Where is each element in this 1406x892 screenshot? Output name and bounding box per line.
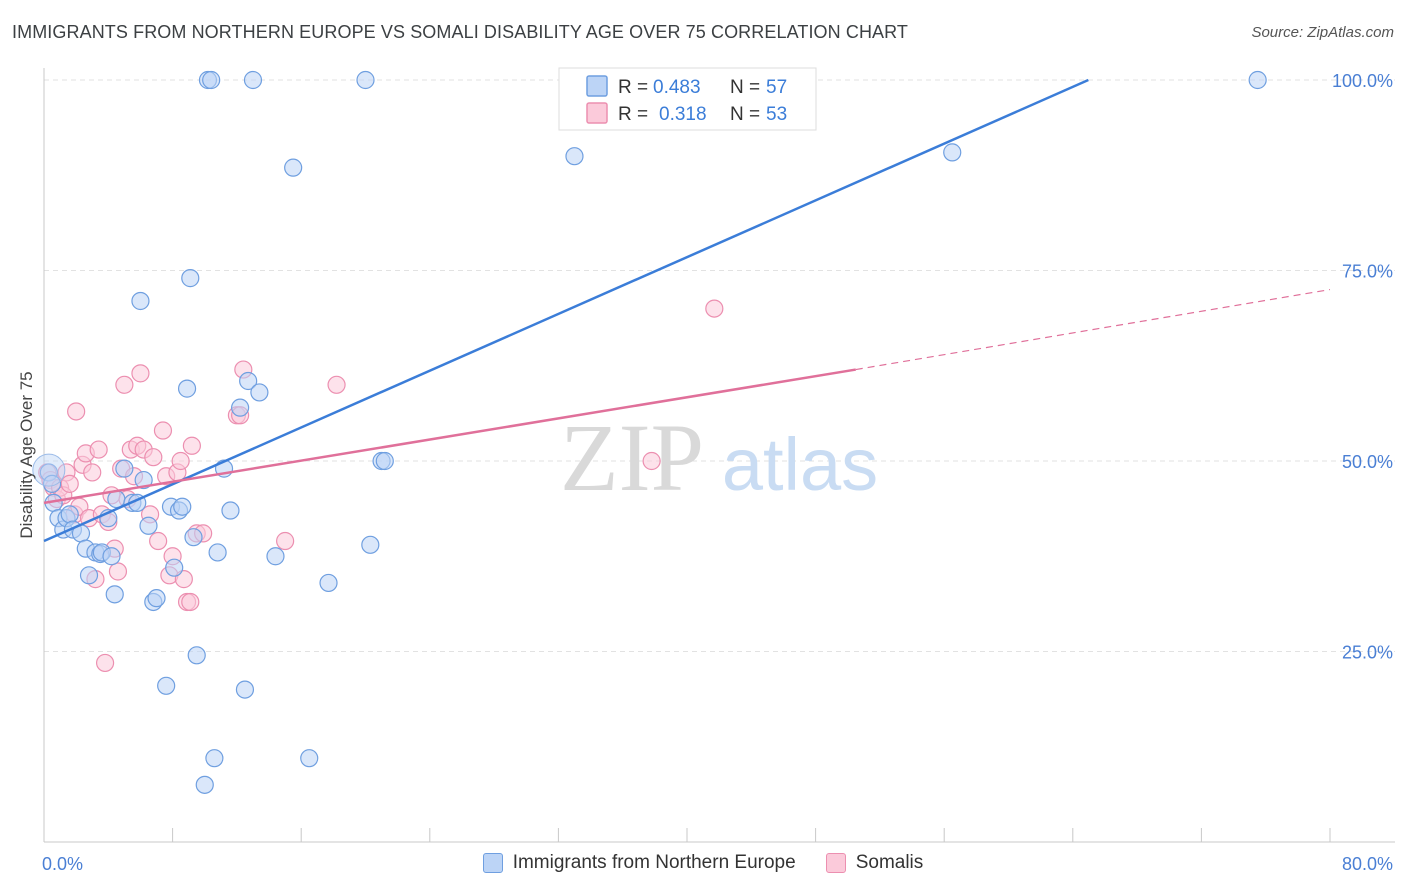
watermark: ZIP atlas bbox=[560, 404, 878, 511]
legend-item-northern-europe[interactable]: Immigrants from Northern Europe bbox=[482, 852, 796, 874]
data-point bbox=[32, 453, 66, 487]
trend-line-northern-europe bbox=[43, 78, 1089, 543]
data-point bbox=[361, 535, 380, 554]
watermark-zip: ZIP bbox=[560, 404, 704, 511]
data-point bbox=[319, 573, 338, 593]
data-point bbox=[243, 70, 263, 90]
data-point bbox=[221, 501, 240, 520]
data-point bbox=[108, 562, 128, 581]
legend-swatch-blue bbox=[586, 75, 608, 97]
data-point bbox=[231, 398, 250, 417]
legend-r-value-pink: 0.318 bbox=[659, 104, 707, 125]
data-point bbox=[202, 70, 221, 90]
data-point bbox=[95, 653, 115, 673]
data-point bbox=[181, 592, 200, 612]
legend-n-value-pink: 53 bbox=[766, 104, 787, 125]
trend-lines bbox=[43, 78, 1331, 543]
data-point bbox=[105, 585, 124, 604]
data-point bbox=[79, 566, 99, 585]
data-point bbox=[356, 70, 375, 90]
data-point bbox=[235, 680, 255, 699]
data-point bbox=[165, 558, 184, 577]
northern-europe-points bbox=[32, 70, 1267, 794]
data-point bbox=[173, 497, 192, 516]
data-point bbox=[153, 421, 173, 440]
legend-n-value-blue: 57 bbox=[766, 77, 787, 98]
data-point bbox=[42, 474, 62, 493]
trend-line-somalis-extension bbox=[855, 288, 1331, 371]
data-point bbox=[300, 749, 319, 768]
data-point bbox=[115, 375, 134, 394]
y-tick-label: 25.0% bbox=[1342, 643, 1393, 663]
data-point bbox=[705, 299, 724, 318]
data-point bbox=[943, 143, 962, 162]
y-tick-label: 100.0% bbox=[1332, 71, 1393, 91]
data-point bbox=[250, 383, 269, 402]
legend-swatch-pink bbox=[586, 102, 608, 124]
series-legend: Immigrants from Northern Europe Somalis bbox=[0, 852, 1406, 874]
data-point bbox=[239, 371, 258, 391]
data-point bbox=[83, 463, 102, 482]
data-point bbox=[284, 158, 303, 177]
trend-line-somalis bbox=[43, 368, 856, 505]
data-point bbox=[157, 676, 176, 695]
data-point bbox=[642, 451, 661, 471]
data-point bbox=[144, 448, 163, 467]
data-point bbox=[60, 474, 79, 493]
data-point bbox=[60, 505, 79, 524]
correlation-legend: R = 0.483 N = 57 R = 0.318 N = 53 bbox=[558, 67, 817, 131]
data-point bbox=[89, 440, 108, 459]
data-point bbox=[181, 269, 200, 288]
data-point bbox=[131, 364, 150, 383]
legend-n-label-blue: N = bbox=[730, 77, 760, 98]
data-point bbox=[266, 547, 285, 566]
x-tick-label: 0.0% bbox=[42, 854, 83, 874]
source-label: Source: ZipAtlas.com bbox=[1251, 24, 1394, 41]
y-axis-label: Disability Age Over 75 bbox=[17, 371, 36, 538]
y-tick-label: 50.0% bbox=[1342, 452, 1393, 472]
data-point bbox=[375, 451, 394, 471]
data-point bbox=[139, 516, 158, 535]
data-point bbox=[102, 547, 121, 566]
data-point bbox=[171, 451, 190, 471]
legend-r-label-blue: R = bbox=[618, 77, 648, 98]
data-point bbox=[187, 646, 206, 665]
data-point bbox=[177, 379, 197, 398]
data-point bbox=[327, 375, 346, 394]
data-point bbox=[134, 470, 153, 490]
data-point bbox=[205, 749, 224, 768]
watermark-atlas: atlas bbox=[722, 423, 878, 506]
data-point bbox=[276, 531, 295, 551]
data-point bbox=[147, 589, 166, 608]
legend-item-somalis[interactable]: Somalis bbox=[825, 852, 924, 874]
legend-label-northern-europe: Immigrants from Northern Europe bbox=[512, 852, 796, 873]
axes bbox=[43, 68, 1395, 843]
tick-labels: 25.0% 50.0% 75.0% 100.0% 0.0% 80.0% bbox=[42, 71, 1393, 874]
legend-r-label-pink: R = bbox=[618, 104, 648, 125]
x-tick-label: 80.0% bbox=[1342, 854, 1393, 874]
data-point bbox=[115, 459, 134, 478]
y-tick-label: 75.0% bbox=[1342, 262, 1393, 282]
data-point bbox=[208, 543, 227, 562]
data-point bbox=[182, 436, 201, 455]
data-point bbox=[195, 775, 214, 794]
chart-title: IMMIGRANTS FROM NORTHERN EUROPE VS SOMAL… bbox=[12, 22, 909, 42]
legend-swatch-northern-europe bbox=[482, 853, 503, 873]
data-point bbox=[149, 531, 168, 551]
data-point bbox=[1248, 70, 1267, 90]
data-point bbox=[565, 147, 584, 166]
legend-n-label-pink: N = bbox=[730, 104, 760, 125]
legend-r-value-blue: 0.483 bbox=[653, 77, 701, 98]
data-point bbox=[184, 528, 203, 547]
legend-label-somalis: Somalis bbox=[855, 852, 924, 873]
data-point bbox=[67, 402, 86, 421]
grid-lines bbox=[44, 79, 1395, 652]
data-point bbox=[131, 291, 150, 311]
legend-swatch-somalis bbox=[825, 853, 846, 873]
